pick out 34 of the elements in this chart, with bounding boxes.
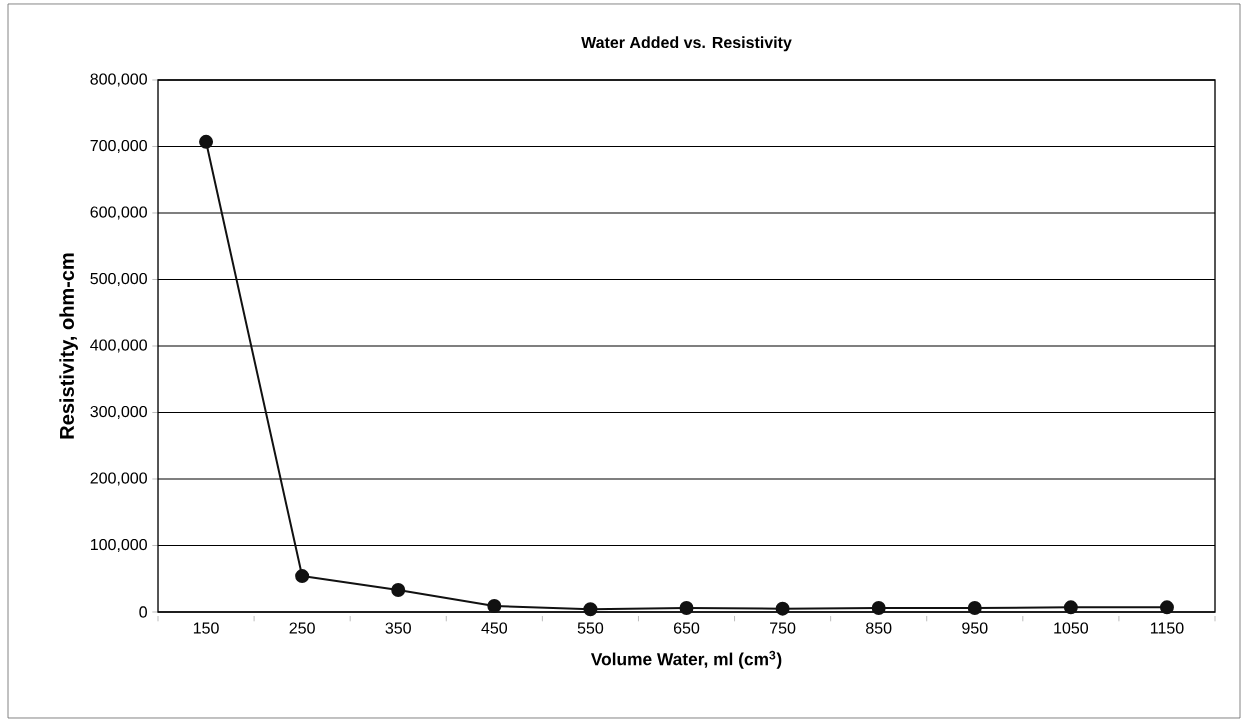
x-axis-title: Volume Water, ml (cm$^{3}$) [590, 650, 782, 669]
y-tick-label: 500,000 [90, 272, 147, 287]
point [679, 601, 694, 615]
y-tick-label: 0 [139, 606, 147, 618]
chart-title: Water Added vs. Resistivity [581, 36, 792, 52]
y-tick-label: 700,000 [90, 139, 147, 154]
x-tick-label: 550 [577, 622, 604, 634]
point [487, 599, 502, 613]
y-tick-label: 100,000 [90, 538, 147, 553]
y-tick-label: 600,000 [90, 206, 147, 220]
point [199, 134, 214, 149]
point [1159, 600, 1174, 615]
point [583, 602, 598, 617]
point [775, 601, 790, 616]
y-axis-title: Resistivity, ohm-cm [59, 253, 78, 439]
point [1063, 600, 1078, 615]
y-tick-label: 400,000 [90, 339, 147, 353]
x-tick-label: 1150 [1150, 622, 1184, 634]
x-tick-label: 1050 [1054, 622, 1089, 634]
x-tick-label: 250 [289, 622, 315, 634]
x-tick-label: 350 [385, 622, 411, 634]
point [871, 601, 886, 615]
point [967, 601, 982, 615]
point [295, 569, 310, 584]
x-tick-label: 850 [866, 622, 892, 634]
y-tick-label: 200,000 [90, 472, 147, 486]
x-tick-label: 150 [193, 622, 219, 634]
point [391, 583, 406, 598]
x-tick-label: 950 [962, 622, 988, 634]
x-tick-label: 750 [770, 622, 796, 634]
y-tick-label: 300,000 [90, 405, 147, 420]
y-tick-label: 800,000 [90, 73, 147, 87]
x-tick-label: 450 [481, 622, 508, 634]
x-tick-label: 650 [673, 622, 700, 634]
